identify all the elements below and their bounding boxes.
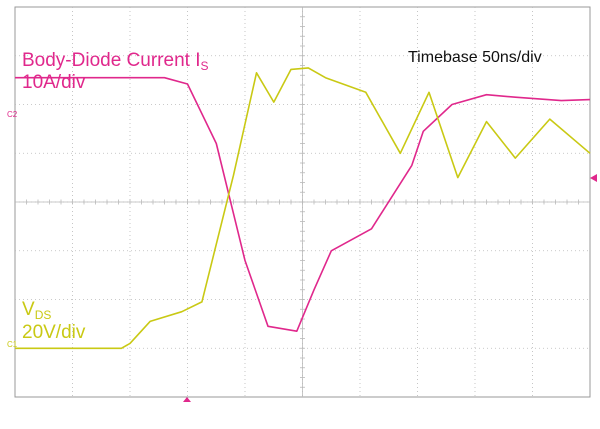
voltage-scale-label: 20V/div (22, 322, 86, 343)
current-title-label: Body-Diode Current IS (22, 50, 208, 73)
grid (15, 7, 590, 397)
voltage-title-label: VDS (22, 299, 51, 322)
trigger-position-icon (183, 397, 191, 402)
ch2-marker: C2 (7, 110, 18, 119)
current-trace (15, 76, 591, 333)
voltage-trace (15, 67, 591, 350)
ch1-marker: C1 (7, 340, 18, 349)
timebase-label: Timebase 50ns/div (408, 49, 542, 66)
traces (15, 67, 591, 350)
current-scale-label: 10A/div (22, 72, 86, 93)
trigger-level-icon (590, 174, 597, 182)
